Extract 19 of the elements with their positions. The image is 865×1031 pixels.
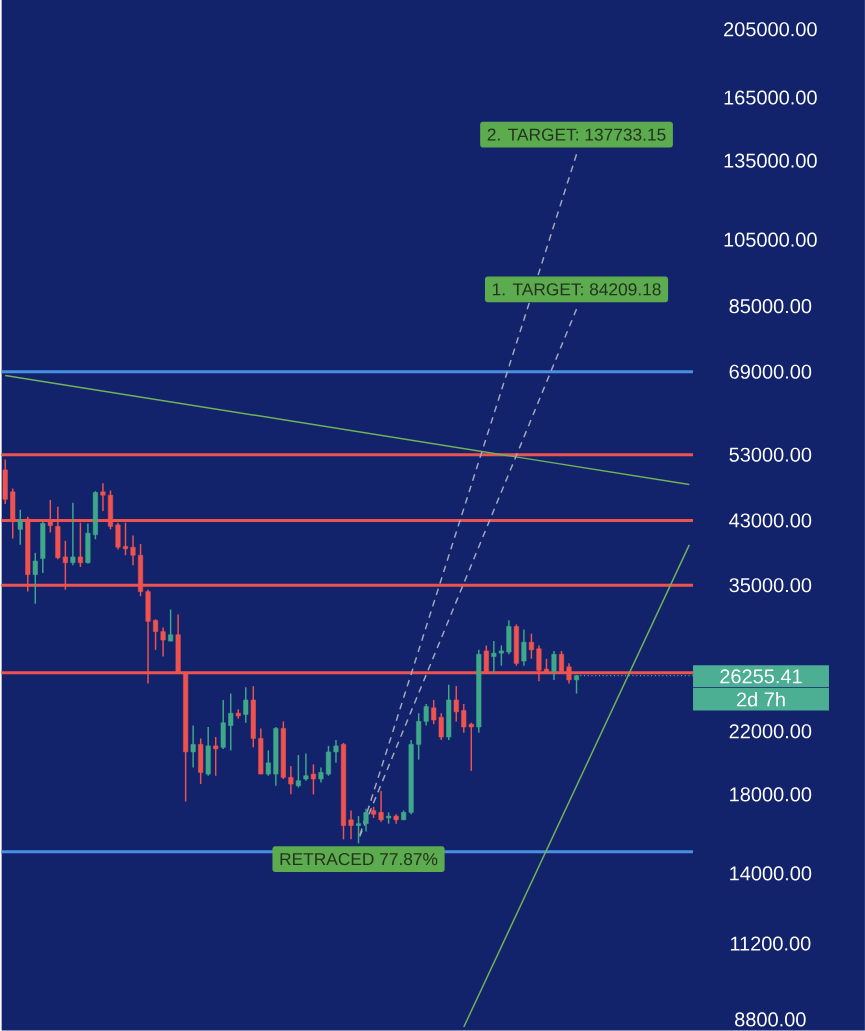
y-tick-label: 165000.00 [724, 90, 817, 105]
ref-line-label: 26255.41 [720, 669, 802, 684]
annotation: RETRACED 77.87% [280, 852, 438, 866]
text: 2d 7h [737, 691, 785, 707]
y-tick-label: 85000.00 [729, 299, 812, 314]
y-tick-label: 69000.00 [729, 364, 812, 379]
y-tick-label: 14000.00 [730, 866, 812, 881]
y-tick-label: 22000.00 [729, 724, 812, 739]
y-tick-label: 205000.00 [724, 22, 817, 37]
annotation: 2. TARGET: 137733.15 [487, 128, 666, 141]
y-tick-label: 35000.00 [729, 578, 812, 593]
y-tick-label: 8800.00 [735, 1012, 806, 1027]
y-tick-label: 135000.00 [724, 153, 817, 168]
annotation: 1. TARGET: 84209.18 [492, 283, 661, 296]
y-tick-label: 105000.00 [724, 232, 817, 247]
y-tick-label: 18000.00 [730, 787, 812, 802]
y-tick-label: 43000.00 [729, 513, 812, 528]
y-tick-label: 53000.00 [729, 447, 812, 462]
y-tick-label: 11200.00 [730, 936, 811, 951]
